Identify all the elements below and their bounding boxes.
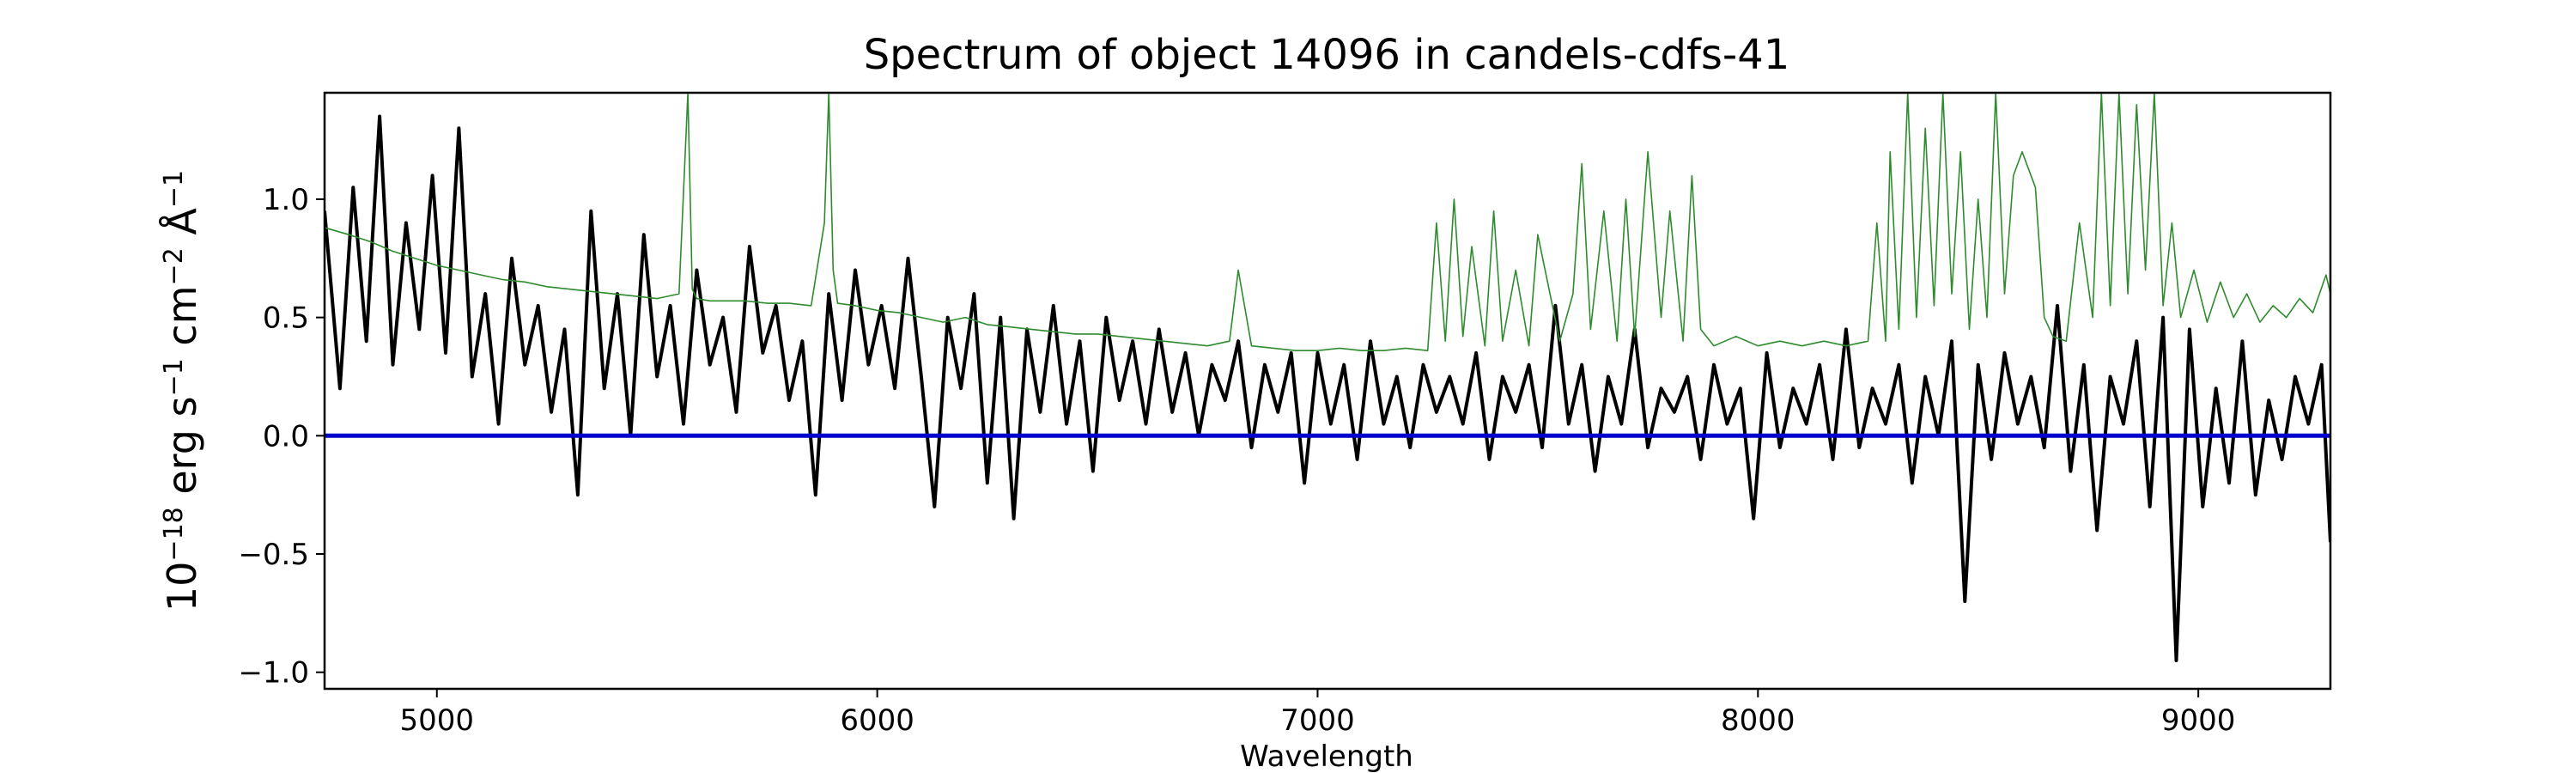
plot-frame [323, 91, 2332, 691]
x-tick-label: 6000 [840, 703, 914, 738]
y-label-exp: −18 [159, 507, 189, 561]
y-label-angstrom: Å [159, 208, 205, 248]
y-axis: −1.0 −0.5 0.0 0.5 1.0 [238, 183, 325, 691]
y-label-unit: erg s [159, 396, 205, 507]
x-tick-label: 8000 [1721, 703, 1795, 738]
series-noise-line [325, 93, 2330, 352]
y-label-cm: cm [159, 285, 205, 358]
y-tick-label: 0.0 [263, 419, 309, 453]
y-label-a-exp: −1 [159, 170, 189, 208]
x-tick-label: 9000 [2161, 703, 2236, 738]
x-axis: 5000 6000 7000 8000 9000 [400, 689, 2236, 738]
y-tick-label: 1.0 [263, 183, 309, 217]
y-tick-label: −0.5 [238, 538, 309, 572]
y-tick-label: 0.5 [263, 301, 309, 336]
chart-title: Spectrum of object 14096 in candels-cdfs… [864, 31, 1790, 79]
series-flux-line [325, 114, 2330, 662]
x-tick-label: 7000 [1280, 703, 1355, 738]
y-label-prefix: 10 [159, 562, 205, 612]
x-tick-label: 5000 [400, 703, 475, 738]
y-label-cm-exp: −2 [159, 247, 189, 285]
y-axis-label: 10−18 erg s−1 cm−2 Å−1 [159, 170, 205, 612]
x-axis-label: Wavelength [1240, 740, 1413, 773]
series-layer [325, 93, 2330, 662]
y-tick-label: −1.0 [238, 656, 309, 691]
y-label-s-exp: −1 [159, 358, 189, 396]
